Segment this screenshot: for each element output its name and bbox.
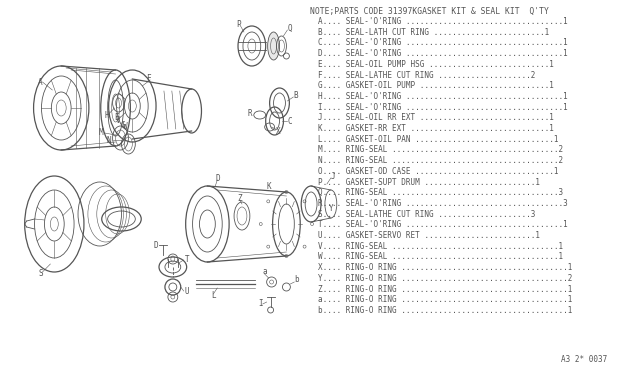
- Text: H: H: [105, 110, 109, 119]
- Text: S.... SEAL-LATHE CUT RING ....................3: S.... SEAL-LATHE CUT RING ..............…: [318, 209, 536, 219]
- Text: E: E: [115, 112, 119, 122]
- Text: D: D: [215, 173, 220, 183]
- Text: C.... SEAL-'O'RING ..................................1: C.... SEAL-'O'RING .....................…: [318, 38, 568, 47]
- Text: T: T: [185, 254, 189, 263]
- Text: NOTE;PARTS CODE 31397KGASKET KIT & SEAL KIT  Q'TY: NOTE;PARTS CODE 31397KGASKET KIT & SEAL …: [310, 7, 549, 16]
- Text: Q.... RING-SEAL ....................................3: Q.... RING-SEAL ........................…: [318, 188, 563, 197]
- Text: S: S: [38, 269, 43, 279]
- Text: V.... RING-SEAL ....................................1: V.... RING-SEAL ........................…: [318, 242, 563, 251]
- Text: F: F: [146, 74, 151, 83]
- Text: K: K: [267, 182, 271, 190]
- Text: Z: Z: [237, 193, 242, 202]
- Text: J.... SEAL-OIL RR EXT ............................1: J.... SEAL-OIL RR EXT ..................…: [318, 113, 554, 122]
- Ellipse shape: [268, 32, 280, 60]
- Text: X: X: [276, 126, 280, 135]
- Text: N.... RING-SEAL ....................................2: N.... RING-SEAL ........................…: [318, 156, 563, 165]
- Text: D.... SEAL-'O'RING ..................................1: D.... SEAL-'O'RING .....................…: [318, 49, 568, 58]
- Text: b: b: [294, 276, 299, 285]
- Text: M: M: [99, 128, 104, 137]
- Text: G: G: [120, 121, 125, 129]
- Text: U.... GASKET-SERVO RET ........................1: U.... GASKET-SERVO RET .................…: [318, 231, 540, 240]
- Text: a: a: [262, 267, 268, 276]
- Text: T.... SEAL-'O'RING ..................................1: T.... SEAL-'O'RING .....................…: [318, 220, 568, 229]
- Text: C: C: [287, 116, 292, 125]
- Text: F.... SEAL-LATHE CUT RING ....................2: F.... SEAL-LATHE CUT RING ..............…: [318, 71, 536, 80]
- Text: U: U: [185, 286, 189, 295]
- Text: b.... RING-O RING ....................................1: b.... RING-O RING ......................…: [318, 306, 572, 315]
- Text: B: B: [293, 90, 298, 99]
- Text: X.... RING-O RING ....................................1: X.... RING-O RING ......................…: [318, 263, 572, 272]
- Text: B.... SEAL-LATH CUT RING ........................1: B.... SEAL-LATH CUT RING ...............…: [318, 28, 549, 37]
- Text: L.... GASKET-OIL PAN ..............................1: L.... GASKET-OIL PAN ...................…: [318, 135, 559, 144]
- Text: I.... SEAL-'O'RING ..................................1: I.... SEAL-'O'RING .....................…: [318, 103, 568, 112]
- Text: E.... SEAL-OIL PUMP HSG ..........................1: E.... SEAL-OIL PUMP HSG ................…: [318, 60, 554, 69]
- Text: a.... RING-O RING ....................................1: a.... RING-O RING ......................…: [318, 295, 572, 304]
- Text: A.... SEAL-'O'RING ..................................1: A.... SEAL-'O'RING .....................…: [318, 17, 568, 26]
- Text: R.... SEAL-'O'RING ..................................3: R.... SEAL-'O'RING .....................…: [318, 199, 568, 208]
- Text: I: I: [259, 299, 264, 308]
- Text: Z.... RING-O RING ....................................1: Z.... RING-O RING ......................…: [318, 285, 572, 294]
- Text: A: A: [38, 77, 42, 87]
- Text: L: L: [211, 292, 216, 301]
- Text: Y: Y: [329, 203, 333, 212]
- Text: O.... GASKET-OD CASE ..............................1: O.... GASKET-OD CASE ...................…: [318, 167, 559, 176]
- Text: Q: Q: [287, 23, 292, 32]
- Text: P.... GASKET-SUPT DRUM ........................1: P.... GASKET-SUPT DRUM .................…: [318, 177, 540, 186]
- Text: K.... GASKET-RR EXT ..............................1: K.... GASKET-RR EXT ....................…: [318, 124, 554, 133]
- Text: N: N: [107, 135, 111, 144]
- Text: M.... RING-SEAL ....................................2: M.... RING-SEAL ........................…: [318, 145, 563, 154]
- Text: Y.... RING-O RING ....................................2: Y.... RING-O RING ......................…: [318, 274, 572, 283]
- Text: R: R: [248, 109, 253, 118]
- Text: J: J: [331, 171, 335, 180]
- Text: P: P: [236, 19, 241, 29]
- Text: A3 2* 0037: A3 2* 0037: [561, 355, 607, 364]
- Text: W.... RING-SEAL ....................................1: W.... RING-SEAL ........................…: [318, 252, 563, 262]
- Text: D: D: [153, 241, 157, 250]
- Text: V: V: [116, 115, 120, 125]
- Text: G.... GASKET-OIL PUMP ............................1: G.... GASKET-OIL PUMP ..................…: [318, 81, 554, 90]
- Text: W: W: [124, 122, 128, 131]
- Text: H.... SEAL-'O'RING ..................................1: H.... SEAL-'O'RING .....................…: [318, 92, 568, 101]
